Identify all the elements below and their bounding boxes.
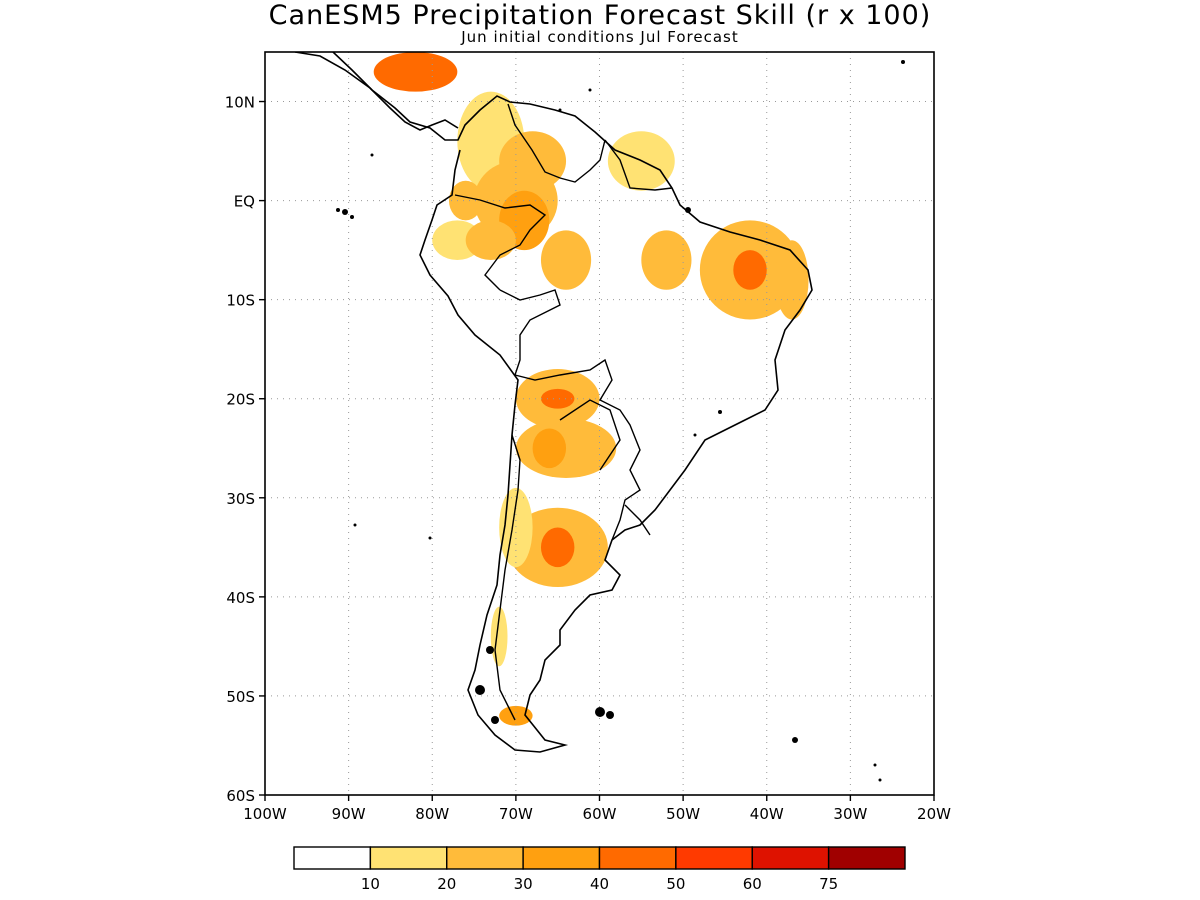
lon-tick-label: 20W bbox=[917, 805, 951, 823]
skill-patch bbox=[641, 230, 692, 290]
colorbar-bin bbox=[598, 846, 677, 870]
map-subtitle: Jun initial conditions Jul Forecast bbox=[461, 28, 739, 46]
skill-patch bbox=[733, 250, 767, 290]
skill-shading-layer bbox=[373, 52, 809, 726]
skill-patch bbox=[373, 52, 458, 92]
colorbar-bin bbox=[751, 846, 830, 870]
lat-tick-label: 60S bbox=[226, 787, 255, 805]
lat-tick-label: 40S bbox=[226, 589, 255, 607]
skill-patch bbox=[540, 527, 575, 568]
colorbar-label: 50 bbox=[666, 875, 685, 893]
latitude-tick-labels: 10N EQ 10S 20S 30S 40S 50S 60S bbox=[225, 94, 265, 805]
colorbar-bin bbox=[827, 846, 906, 870]
coastline-layer bbox=[294, 52, 905, 782]
skill-patch bbox=[540, 230, 592, 290]
map-frame bbox=[264, 51, 935, 796]
colorbar-bin bbox=[293, 846, 372, 870]
central-america-coastline bbox=[294, 52, 459, 131]
lon-tick-label: 60W bbox=[583, 805, 617, 823]
colorbar-bin bbox=[446, 846, 524, 870]
colorbar-bin bbox=[369, 846, 448, 870]
skill-patch bbox=[465, 220, 516, 261]
lon-tick-label: 50W bbox=[666, 805, 700, 823]
colorbar-bin bbox=[675, 846, 753, 870]
lat-tick-label: 50S bbox=[226, 688, 255, 706]
lat-tick-label: 20S bbox=[226, 391, 255, 409]
country-borders bbox=[454, 103, 673, 721]
skill-patch bbox=[532, 428, 567, 469]
lat-tick-label: 30S bbox=[226, 490, 255, 508]
lat-tick-label: 10S bbox=[226, 292, 255, 310]
skill-patch bbox=[499, 705, 533, 726]
colorbar-label: 20 bbox=[437, 875, 456, 893]
colorbar-label: 40 bbox=[590, 875, 609, 893]
colorbar-bin bbox=[522, 846, 601, 870]
graticule bbox=[265, 52, 934, 795]
lon-tick-label: 80W bbox=[415, 805, 449, 823]
map-title: CanESM5 Precipitation Forecast Skill (r … bbox=[268, 0, 932, 31]
skill-patch bbox=[540, 388, 575, 409]
lon-tick-label: 40W bbox=[750, 805, 784, 823]
lat-tick-label: 10N bbox=[225, 94, 255, 112]
colorbar-label: 10 bbox=[361, 875, 380, 893]
colorbar-label: 30 bbox=[514, 875, 533, 893]
islands bbox=[336, 60, 905, 782]
lon-tick-label: 90W bbox=[332, 805, 366, 823]
lon-tick-label: 70W bbox=[499, 805, 533, 823]
skill-patch bbox=[775, 240, 809, 320]
lon-tick-label: 30W bbox=[833, 805, 867, 823]
lon-tick-label: 100W bbox=[243, 805, 287, 823]
colorbar-label: 60 bbox=[743, 875, 762, 893]
colorbar-label: 75 bbox=[819, 875, 838, 893]
south-america-coastline bbox=[332, 52, 813, 753]
skill-patch bbox=[448, 180, 483, 221]
colorbar: 10 20 30 40 50 60 75 bbox=[293, 846, 906, 893]
longitude-tick-labels: 100W 90W 80W 70W 60W 50W 40W 30W 20W bbox=[243, 795, 951, 823]
lat-tick-label: EQ bbox=[234, 193, 255, 211]
